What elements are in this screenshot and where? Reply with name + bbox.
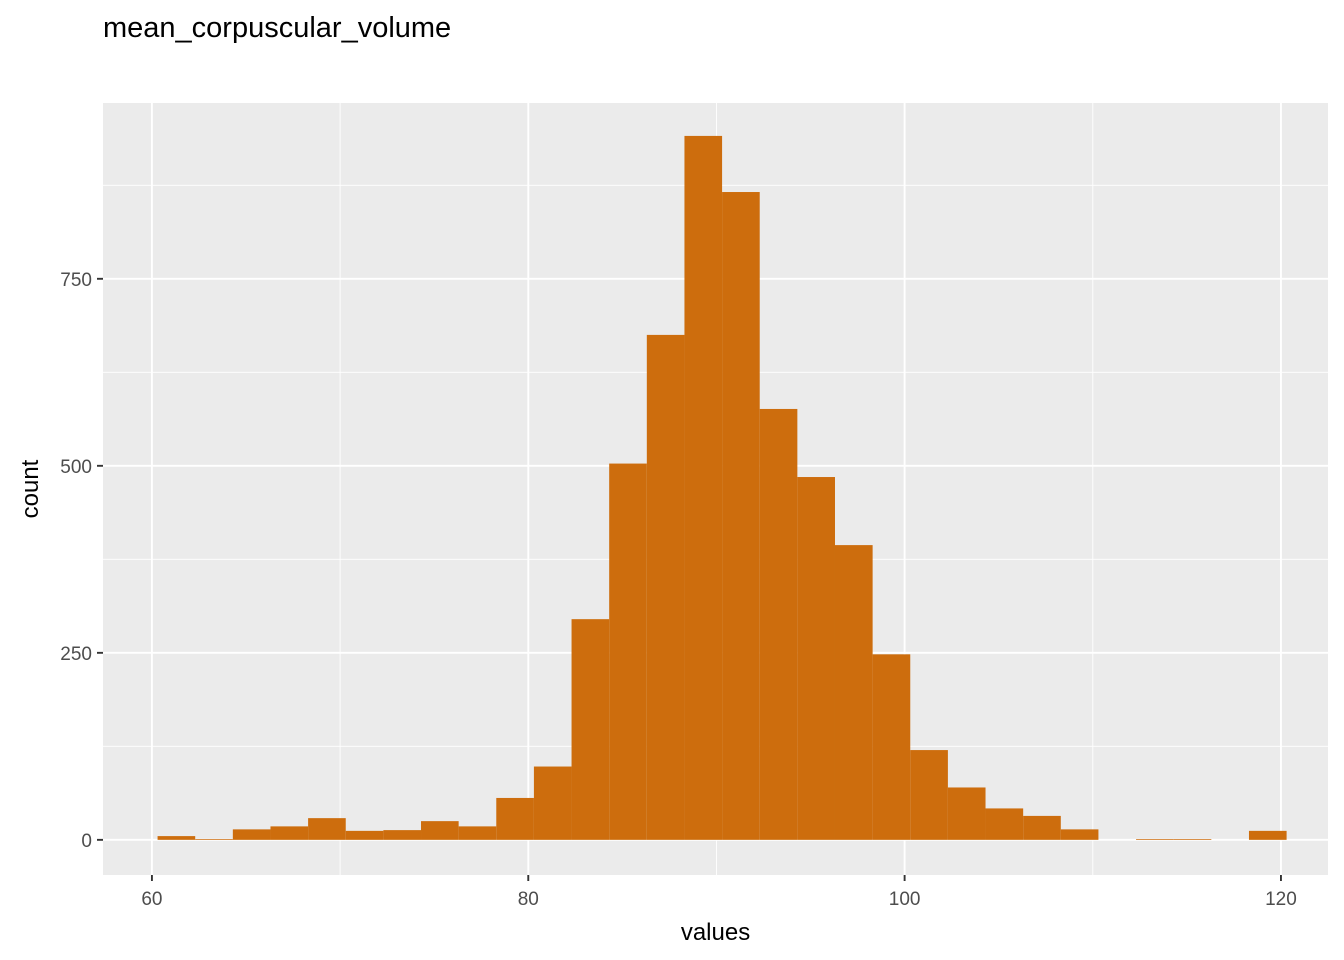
x-axis-tick-labels: 60 80 100 120 [141,889,1296,910]
y-axis-title: count [17,459,44,518]
y-tick-label: 0 [81,831,92,852]
y-axis-tick-labels: 0 250 500 750 [60,270,92,852]
histogram-bar [308,818,346,840]
histogram-bar [1136,839,1174,840]
y-tick-label: 750 [60,270,92,291]
histogram-bars [157,135,1287,840]
histogram-bar [195,839,233,840]
histogram-bar [797,477,835,840]
histogram-bar [232,829,271,840]
histogram-bar [1060,829,1099,840]
histogram-bar [496,797,534,840]
histogram-bar [834,545,873,840]
histogram-bar [722,192,760,840]
histogram-bar [646,334,685,840]
x-tick-label: 120 [1265,889,1297,910]
histogram-bar [458,826,497,840]
histogram-bar [533,766,572,840]
histogram-bar [609,463,647,840]
histogram-bar [421,821,459,840]
histogram-bar [759,408,798,840]
histogram-bar [571,619,610,840]
x-tick-label: 100 [889,889,921,910]
histogram-bar [947,787,986,840]
histogram-bar [1023,815,1061,840]
x-axis-title: values [681,919,750,946]
histogram-bar [157,836,196,840]
histogram-bar [872,654,911,840]
y-tick-label: 250 [60,644,92,665]
y-tick-label: 500 [60,457,92,478]
axis-ticks [97,277,1282,881]
histogram-bar [684,135,723,840]
x-tick-label: 60 [141,889,162,910]
histogram-bar [345,830,384,840]
histogram-bar [270,826,309,840]
histogram-bar [985,808,1024,840]
histogram-bar [1248,830,1287,840]
histogram-bar [910,750,948,840]
x-tick-label: 80 [518,889,539,910]
histogram-bar [383,830,422,840]
chart-title: mean_corpuscular_volume [103,12,452,44]
histogram-bar [1173,839,1212,840]
